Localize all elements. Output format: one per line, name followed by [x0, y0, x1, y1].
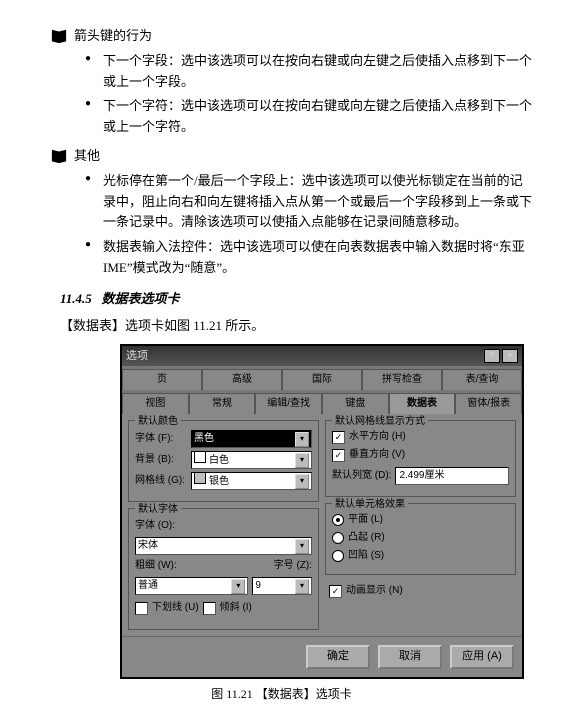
section-title: 其他	[74, 146, 100, 167]
group-title: 默认网格线显示方式	[332, 414, 428, 430]
bg-color-combo[interactable]: 白色 ▾	[191, 451, 312, 469]
animation-checkbox[interactable]: ✓	[329, 585, 342, 598]
list-item: 下一个字符：选中该选项可以在按向右键或向左键之后使插入点移到下一个或上一个字符。	[85, 96, 533, 138]
weight-combo[interactable]: 普通 ▾	[135, 577, 248, 595]
raised-label: 凸起 (R)	[348, 530, 385, 546]
list-item: 光标停在第一个/最后一个字段上：选中该选项可以使光标锁定在当前的记录中，阻止向右…	[85, 171, 533, 233]
tab-international[interactable]: 国际	[282, 369, 362, 390]
help-button[interactable]: ?	[484, 349, 500, 363]
combo-value: 宋体	[138, 538, 158, 554]
section-arrow-keys: 箭头键的行为	[50, 26, 533, 47]
animation-label: 动画显示 (N)	[346, 583, 403, 599]
tabs-row-2: 视图 常规 编辑/查找 键盘 数据表 窗体/报表	[122, 390, 522, 414]
chevron-down-icon: ▾	[231, 579, 245, 594]
group-title: 默认颜色	[135, 414, 181, 430]
italic-label: 倾斜 (I)	[220, 600, 252, 616]
group-title: 默认字体	[135, 502, 181, 518]
italic-checkbox[interactable]	[203, 602, 216, 615]
raised-radio[interactable]	[332, 532, 344, 544]
sunken-radio[interactable]	[332, 550, 344, 562]
cancel-button[interactable]: 取消	[378, 645, 442, 669]
tab-edit[interactable]: 编辑/查找	[255, 393, 322, 414]
tab-datasheet[interactable]: 数据表	[389, 393, 456, 414]
subsection-heading: 11.4.5 数据表选项卡	[60, 289, 533, 310]
tab-view[interactable]: 视图	[122, 393, 189, 414]
grid-color-label: 网格线 (G):	[135, 473, 187, 489]
ok-button[interactable]: 确定	[306, 645, 370, 669]
options-dialog: 选项 ? × 页 高级 国际 拼写检查 表/查询 视图 常规 编辑/查找 键盘 …	[120, 344, 524, 679]
colwidth-field[interactable]: 2.499厘米	[395, 467, 509, 485]
book-icon	[50, 28, 68, 44]
chevron-down-icon: ▾	[295, 579, 309, 594]
dialog-titlebar: 选项 ? ×	[122, 346, 522, 366]
list-item: 数据表输入法控件：选中该选项可以使在向表数据表中输入数据时将“东亚 IME”模式…	[85, 237, 533, 279]
field-value: 2.499厘米	[399, 468, 444, 484]
dialog-button-row: 确定 取消 应用 (A)	[122, 636, 522, 677]
figure-caption: 图 11.21 【数据表】选项卡	[30, 685, 533, 704]
tab-tables[interactable]: 表/查询	[442, 369, 522, 390]
combo-value: 黑色	[194, 431, 214, 447]
underline-checkbox[interactable]	[135, 602, 148, 615]
horiz-checkbox[interactable]: ✓	[332, 431, 345, 444]
size-combo[interactable]: 9 ▾	[252, 577, 312, 595]
font-color-label: 字体 (F):	[135, 431, 187, 447]
dialog-body: 默认颜色 字体 (F): 黑色 ▾ 背景 (B): 白色 ▾ 网格	[122, 414, 522, 636]
chevron-down-icon: ▾	[295, 432, 309, 447]
combo-value: 银色	[209, 476, 229, 487]
combo-value: 普通	[138, 578, 158, 594]
subsection-title-text: 数据表选项卡	[102, 291, 180, 306]
group-cell-effect: 默认单元格效果 平面 (L) 凸起 (R) 凹陷 (S)	[325, 503, 516, 575]
list-item: 下一个字段：选中该选项可以在按向右键或向左键之后使插入点移到下一个或上一个字段。	[85, 51, 533, 93]
color-swatch	[194, 472, 206, 484]
colwidth-label: 默认列宽 (D):	[332, 468, 391, 484]
chevron-down-icon: ▾	[295, 453, 309, 468]
size-label: 字号 (Z):	[274, 558, 312, 574]
close-button[interactable]: ×	[502, 349, 518, 363]
group-gridlines-show: 默认网格线显示方式 ✓ 水平方向 (H) ✓ 垂直方向 (V) 默认列宽 (D)…	[325, 420, 516, 497]
book-icon	[50, 148, 68, 164]
tab-keyboard[interactable]: 键盘	[322, 393, 389, 414]
sunken-label: 凹陷 (S)	[348, 548, 384, 564]
weight-label: 粗细 (W):	[135, 558, 187, 574]
subsection-number: 11.4.5	[60, 291, 92, 306]
chevron-down-icon: ▾	[295, 539, 309, 554]
combo-value: 9	[255, 578, 261, 594]
tab-page[interactable]: 页	[122, 369, 202, 390]
right-column: 默认网格线显示方式 ✓ 水平方向 (H) ✓ 垂直方向 (V) 默认列宽 (D)…	[325, 420, 516, 630]
grid-color-combo[interactable]: 银色 ▾	[191, 472, 312, 490]
color-swatch	[194, 451, 206, 463]
group-default-colors: 默认颜色 字体 (F): 黑色 ▾ 背景 (B): 白色 ▾ 网格	[128, 420, 319, 502]
combo-value: 白色	[209, 455, 229, 466]
flat-radio[interactable]	[332, 514, 344, 526]
group-title: 默认单元格效果	[332, 497, 408, 513]
tabs-row-1: 页 高级 国际 拼写检查 表/查询	[122, 366, 522, 390]
section-other: 其他	[50, 146, 533, 167]
horiz-label: 水平方向 (H)	[349, 429, 406, 445]
bg-color-label: 背景 (B):	[135, 452, 187, 468]
tab-forms[interactable]: 窗体/报表	[455, 393, 522, 414]
tab-spellcheck[interactable]: 拼写检查	[362, 369, 442, 390]
underline-label: 下划线 (U)	[152, 600, 199, 616]
apply-button[interactable]: 应用 (A)	[450, 645, 514, 669]
group-default-font: 默认字体 字体 (O): 宋体 ▾ 粗细 (W): 字号 (Z):	[128, 508, 319, 630]
section-title: 箭头键的行为	[74, 26, 152, 47]
intro-text: 【数据表】选项卡如图 11.21 所示。	[60, 316, 533, 337]
font-name-combo[interactable]: 宋体 ▾	[135, 537, 312, 555]
chevron-down-icon: ▾	[295, 474, 309, 489]
other-list: 光标停在第一个/最后一个字段上：选中该选项可以使光标锁定在当前的记录中，阻止向右…	[85, 171, 533, 279]
tab-general[interactable]: 常规	[189, 393, 256, 414]
left-column: 默认颜色 字体 (F): 黑色 ▾ 背景 (B): 白色 ▾ 网格	[128, 420, 319, 630]
flat-label: 平面 (L)	[348, 512, 383, 528]
tab-advanced[interactable]: 高级	[202, 369, 282, 390]
arrow-keys-list: 下一个字段：选中该选项可以在按向右键或向左键之后使插入点移到下一个或上一个字段。…	[85, 51, 533, 138]
font-color-combo[interactable]: 黑色 ▾	[191, 430, 312, 448]
dialog-title: 选项	[126, 348, 148, 366]
vert-label: 垂直方向 (V)	[349, 447, 405, 463]
font-name-label: 字体 (O):	[135, 518, 187, 534]
vert-checkbox[interactable]: ✓	[332, 449, 345, 462]
